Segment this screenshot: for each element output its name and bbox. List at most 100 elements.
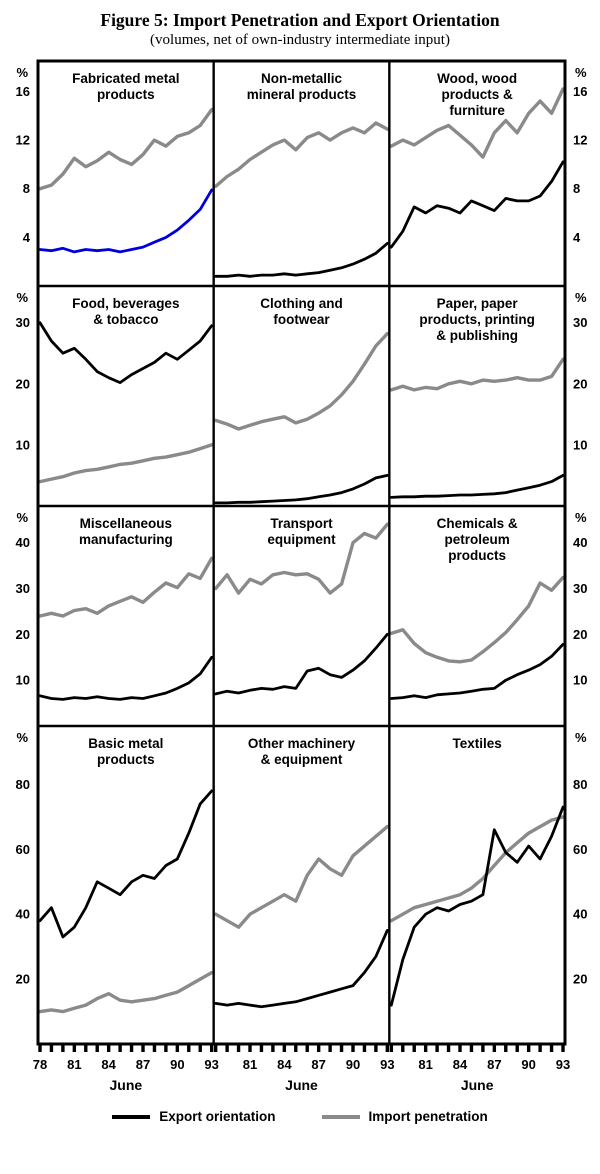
legend: Export orientation Import penetration [0,1109,600,1124]
import-penetration-line [38,107,214,191]
y-tick-label-right: 20 [573,376,587,391]
y-tick-label-left: 20 [16,972,30,987]
figure-subtitle: (volumes, net of own-industry intermedia… [150,32,450,48]
export-orientation-line [389,643,565,700]
percent-label-left: % [16,730,28,745]
import-penetration-line [389,87,565,159]
import-penetration-line [213,522,389,595]
x-tick-label: 81 [243,1057,257,1072]
y-tick-label-right: 60 [573,842,587,857]
panel-title: Fabricated metal [72,71,179,86]
panel-title: Miscellaneous [80,516,172,531]
export-orientation-line [38,321,214,385]
y-tick-label-left: 8 [23,181,30,196]
x-tick-label: 93 [556,1057,570,1072]
x-axis-label: June [285,1077,318,1093]
percent-label-right: % [575,510,587,525]
y-tick-label-right: 10 [573,673,587,688]
import-penetration-line [389,815,565,923]
export-orientation-line [214,473,389,505]
panel-title: Food, beverages [72,296,179,311]
y-tick-label-right: 12 [573,133,587,148]
y-tick-label-left: 10 [16,437,30,452]
export-orientation-line [214,632,389,696]
panel-title: Basic metal [88,736,163,751]
legend-label: Export orientation [159,1109,276,1124]
panel-title: equipment [267,532,336,547]
percent-label-left: % [16,290,28,305]
x-tick-label: 93 [204,1057,218,1072]
export-orientation-line-swatch [112,1114,151,1119]
import-penetration-line [389,357,565,392]
y-tick-label-right: 4 [573,230,581,245]
x-tick-label: 90 [521,1057,535,1072]
import-penetration-line [38,556,214,618]
panel-title: Clothing and [260,296,342,311]
y-tick-label-left: 40 [16,535,30,550]
y-tick-label-right: 16 [573,84,587,99]
panel-title: Other machinery [248,736,356,751]
percent-label-left: % [16,510,28,525]
y-tick-label-right: 80 [573,777,587,792]
figure-title: Figure 5: Import Penetration and Export … [100,10,500,30]
import-penetration-line [38,443,214,484]
y-tick-label-left: 30 [16,315,30,330]
export-orientation-line [38,188,214,254]
import-penetration-line [38,970,214,1014]
legend-item-export-orientation: Export orientation [112,1109,276,1124]
import-penetration-line [213,824,389,929]
panel-title: & tobacco [93,312,158,327]
y-tick-label-left: 4 [23,230,31,245]
figure-page: Figure 5: Import Penetration and Export … [0,10,600,1174]
x-axis-label: June [461,1077,494,1093]
y-tick-label-left: 20 [16,376,30,391]
legend-label: Import penetration [368,1109,488,1124]
export-orientation-line [389,473,565,499]
panel-title: & publishing [436,328,518,343]
export-orientation-line [38,655,214,701]
y-tick-label-right: 8 [573,181,580,196]
x-tick-label: 87 [136,1057,150,1072]
y-tick-label-right: 20 [573,627,587,642]
y-tick-label-left: 16 [16,84,30,99]
y-tick-label-left: 80 [16,777,30,792]
grid-border [36,59,567,1046]
panel-food-beverages-tobacco: Food, beverages& tobacco [38,296,214,484]
panel-title: products [97,752,155,767]
x-tick-label: 87 [311,1057,325,1072]
import-penetration-line [213,332,389,431]
y-tick-label-left: 60 [16,842,30,857]
y-tick-label-left: 40 [16,907,30,922]
panel-title: Paper, paper [437,296,519,311]
panel-title: products [448,548,506,563]
x-tick-label: 84 [453,1057,468,1072]
y-tick-label-left: 10 [16,673,30,688]
y-tick-label-right: 30 [573,315,587,330]
panel-title: petroleum [445,532,510,547]
export-orientation-line [389,805,565,1007]
x-tick-label: 81 [67,1057,81,1072]
x-tick-label: 84 [101,1057,116,1072]
charts-grid: Fabricated metalproductsNon-metallicmine… [16,59,587,1093]
x-tick-label: 84 [277,1057,292,1072]
y-tick-label-right: 10 [573,437,587,452]
panel-title: products [97,87,155,102]
percent-label-left: % [16,65,28,80]
y-tick-label-left: 30 [16,581,30,596]
panel-title: footwear [273,312,330,327]
panel-other-machinery-equipment: Other machinery& equipment [213,736,389,1009]
panel-title: Chemicals & [437,516,518,531]
panel-title: products & [442,87,514,102]
y-tick-label-right: 20 [573,972,587,987]
x-tick-label: 78 [33,1057,47,1072]
export-orientation-line [214,241,389,278]
y-tick-label-left: 12 [16,133,30,148]
